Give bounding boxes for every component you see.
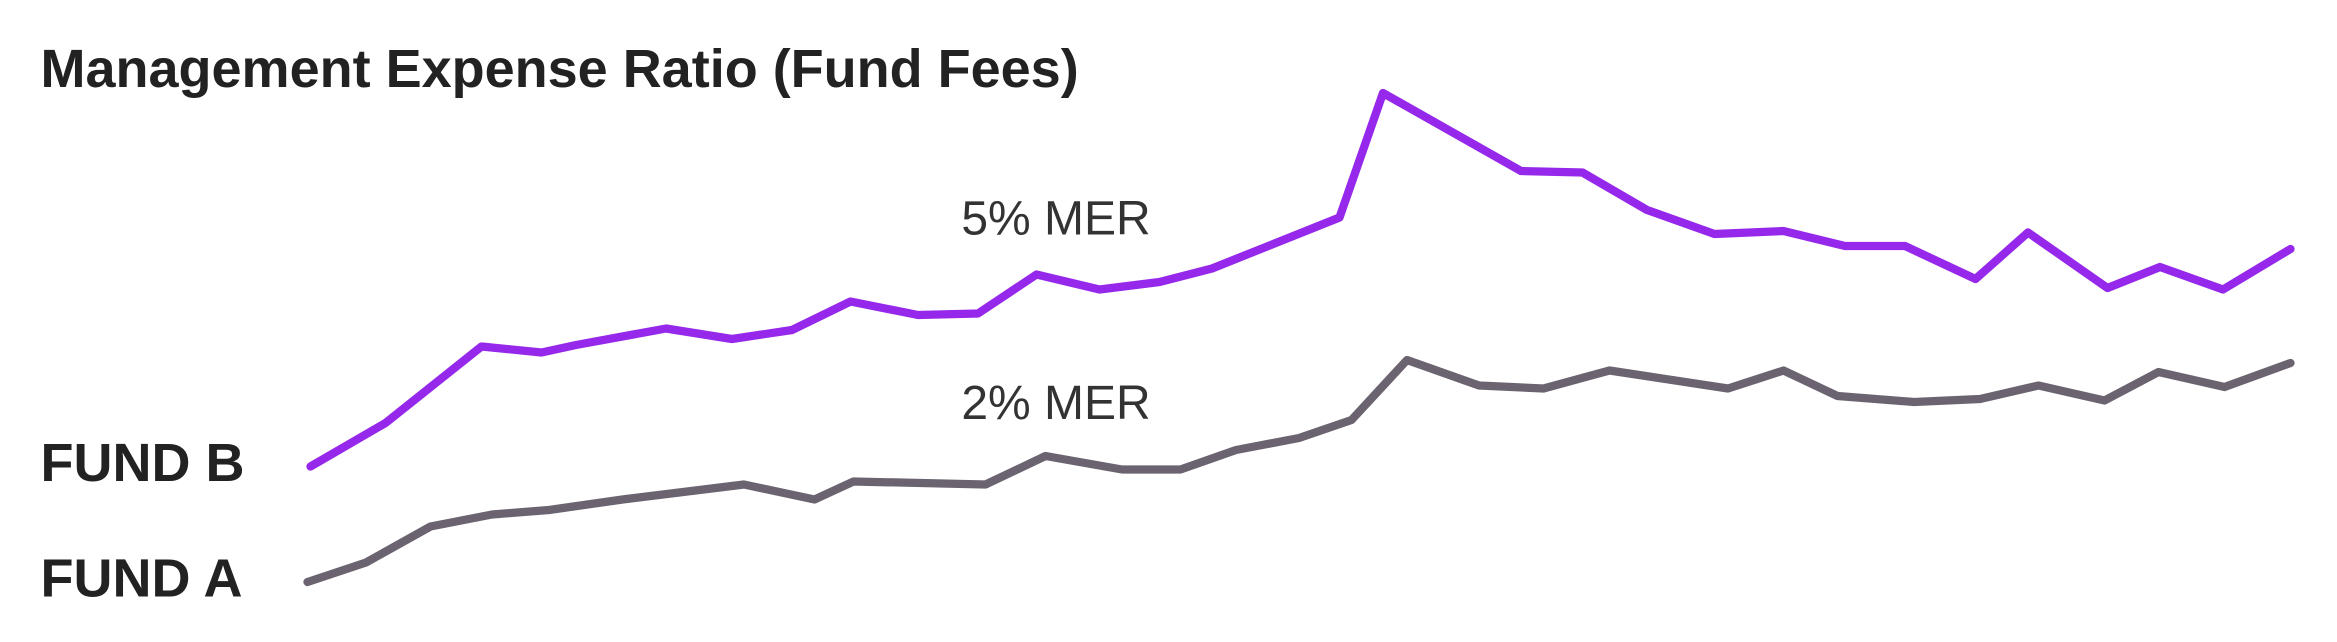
annotation: 2% MER (961, 377, 1150, 430)
series-label: FUND B (41, 433, 245, 493)
chart-title: Management Expense Ratio (Fund Fees) (41, 39, 1079, 99)
annotation: 5% MER (961, 193, 1150, 246)
series-line (303, 355, 2295, 587)
series-line (306, 88, 2295, 471)
series-label: FUND A (41, 548, 243, 608)
